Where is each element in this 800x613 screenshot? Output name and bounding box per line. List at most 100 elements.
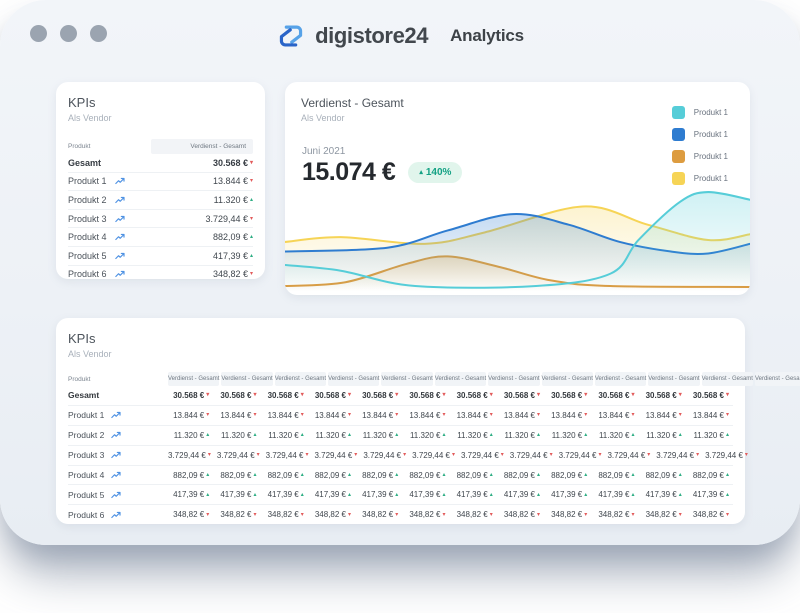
legend-item[interactable]: Produkt 1 <box>671 172 728 185</box>
trend-down-icon: ▾ <box>678 392 682 399</box>
period-label: Juni 2021 <box>302 146 346 157</box>
value-text: 417,39 € <box>645 490 677 500</box>
row-value: 348,82 € ▾ <box>452 510 497 519</box>
row-value: 30.568 € ▾ <box>215 391 260 400</box>
app-header: digistore24 Analytics <box>0 16 800 56</box>
row-value: 417,39 € ▴ <box>168 490 213 499</box>
trend-up-icon: ▴ <box>489 472 493 478</box>
column-header-value: Verdienst - Gesamt <box>754 372 800 386</box>
trend-down-icon: ▾ <box>300 392 304 399</box>
value-text: 11.320 € <box>457 430 488 440</box>
trend-down-icon: ▾ <box>725 511 729 518</box>
trend-down-icon: ▾ <box>249 178 253 185</box>
value-text: 11.320 € <box>220 430 252 440</box>
value-text: 417,39 € <box>362 490 394 500</box>
trend-down-icon: ▾ <box>631 412 635 419</box>
trend-down-icon: ▾ <box>647 452 651 459</box>
table-row: Produkt 3 3.729,44 € ▾ 3.729,44 € ▾ 3.729,44 … <box>68 446 748 466</box>
row-value: 13.844 € ▾ <box>357 411 402 420</box>
value-text: 417,39 € <box>551 490 583 500</box>
trend-up-icon: ▴ <box>536 491 540 498</box>
trend-up-icon: ▴ <box>206 432 210 439</box>
legend-item[interactable]: Produkt 1 <box>671 106 728 119</box>
value-text: 13.844 € <box>173 410 205 420</box>
column-header-value: Verdienst - Gesamt <box>168 372 220 386</box>
value-text: 417,39 € <box>267 490 299 500</box>
value-text: 13.844 € <box>220 410 252 420</box>
value-text: 13.844 € <box>645 410 677 420</box>
trend-down-icon: ▾ <box>631 392 635 399</box>
trend-down-icon: ▾ <box>395 392 399 399</box>
trend-up-icon: ▴ <box>347 432 351 439</box>
row-value: 11.320 € ▴ <box>641 431 686 440</box>
row-value: 3.729,44 € ▾ <box>314 451 361 460</box>
trend-up-icon: ▴ <box>253 491 257 498</box>
value-text: 3.729,44 € <box>265 450 304 460</box>
trend-up-icon: ▴ <box>631 472 635 478</box>
row-value: 882,09 € ▴ <box>641 471 686 480</box>
column-header-value: Verdienst - Gesamt <box>221 372 273 386</box>
app-name: Analytics <box>450 26 524 45</box>
row-value: 882,09 € ▴ <box>213 232 253 242</box>
trend-up-icon: ▴ <box>678 472 682 478</box>
legend-item[interactable]: Produkt 1 <box>671 128 728 141</box>
value-text: 882,09 € <box>212 232 248 243</box>
trend-up-icon: ▴ <box>249 252 253 259</box>
value-text: 417,39 € <box>456 490 488 500</box>
value-text: 11.320 € <box>551 430 583 440</box>
value-text: 348,82 € <box>598 510 630 520</box>
row-value: 30.568 € ▾ <box>641 391 686 400</box>
brand-name: digistore24 <box>315 23 429 48</box>
value-text: 417,39 € <box>314 490 346 500</box>
column-header-value: Verdienst - Gesamt <box>151 139 253 154</box>
value-text: 3.729,44 € <box>314 450 353 460</box>
trend-down-icon: ▾ <box>678 412 682 419</box>
row-value: 882,09 € ▴ <box>168 471 213 480</box>
trend-down-icon: ▾ <box>536 412 540 419</box>
value-text: 30.568 € <box>267 390 299 400</box>
column-header-value: Verdienst - Gesamt <box>648 372 700 386</box>
legend-swatch <box>671 172 685 185</box>
legend-swatch <box>671 128 685 141</box>
value-text: 348,82 € <box>645 510 677 520</box>
trend-down-icon: ▾ <box>249 271 253 278</box>
card-title: KPIs <box>68 331 96 346</box>
value-text: 11.320 € <box>693 430 724 440</box>
row-label-cell: Produkt 1 <box>68 410 166 420</box>
row-value: 348,82 € ▾ <box>593 510 638 519</box>
trend-up-icon: ▴ <box>631 491 635 498</box>
trend-down-icon: ▾ <box>631 511 635 518</box>
chart-legend: Produkt 1 Produkt 1 Produkt 1 Produkt 1 <box>671 106 728 194</box>
legend-label: Produkt 1 <box>693 152 728 161</box>
window-control-dot[interactable] <box>30 25 47 42</box>
row-label: Produkt 6 <box>68 509 105 520</box>
value-text: 882,09 € <box>220 470 252 480</box>
value-text: 11.320 € <box>504 430 535 440</box>
window-control-dot[interactable] <box>90 25 107 42</box>
row-value: 882,09 € ▴ <box>452 471 497 480</box>
column-header-product: Produkt <box>68 143 91 150</box>
trend-down-icon: ▾ <box>305 452 309 459</box>
row-value: 348,82 € ▾ <box>357 510 402 519</box>
value-text: 30.568 € <box>220 390 252 400</box>
value-text: 11.320 € <box>173 430 205 440</box>
trend-down-icon: ▾ <box>678 511 682 518</box>
legend-item[interactable]: Produkt 1 <box>671 150 728 163</box>
sparkline-trend-icon <box>111 431 121 439</box>
trend-down-icon: ▾ <box>536 511 540 518</box>
value-text: 3.729,44 € <box>205 213 248 224</box>
trend-up-icon: ▴ <box>442 472 446 478</box>
value-text: 13.844 € <box>267 410 299 420</box>
trend-down-icon: ▾ <box>206 392 210 399</box>
value-text: 417,39 € <box>220 490 252 500</box>
card-subtitle: Als Vendor <box>68 113 112 123</box>
trend-down-icon: ▾ <box>442 392 446 399</box>
value-text: 13.844 € <box>598 410 630 420</box>
window-control-dot[interactable] <box>60 25 77 42</box>
row-value: 30.568 € ▾ <box>499 391 544 400</box>
value-text: 417,39 € <box>212 250 248 261</box>
trend-down-icon: ▾ <box>598 452 602 459</box>
row-value: 11.320 € ▴ <box>310 431 355 440</box>
trend-down-icon: ▾ <box>725 412 729 419</box>
value-text: 3.729,44 € <box>656 450 695 460</box>
